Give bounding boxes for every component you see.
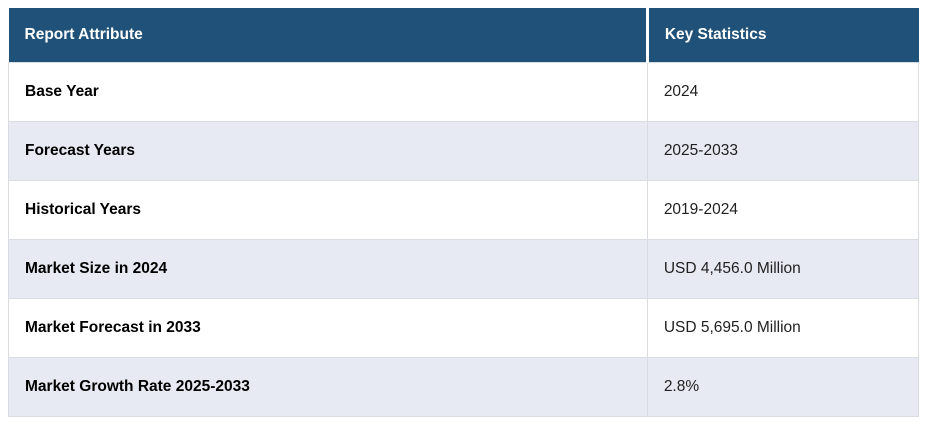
- value-cell-market-forecast: USD 5,695.0 Million: [646, 298, 920, 358]
- value-cell-base-year: 2024: [646, 62, 920, 122]
- table-row: Forecast Years 2025-2033: [8, 121, 920, 181]
- column-header-report-attribute: Report Attribute: [8, 8, 649, 63]
- table-row: Base Year 2024: [8, 62, 920, 122]
- table-row: Market Growth Rate 2025-2033 2.8%: [8, 357, 920, 417]
- attribute-cell-market-forecast: Market Forecast in 2033: [8, 298, 648, 358]
- attribute-cell-market-size: Market Size in 2024: [8, 239, 648, 299]
- column-header-key-statistics: Key Statistics: [647, 8, 919, 63]
- table-row: Market Size in 2024 USD 4,456.0 Million: [8, 239, 920, 299]
- attribute-cell-forecast-years: Forecast Years: [8, 121, 648, 181]
- value-cell-forecast-years: 2025-2033: [646, 121, 920, 181]
- value-cell-growth-rate: 2.8%: [646, 357, 920, 417]
- value-cell-market-size: USD 4,456.0 Million: [646, 239, 920, 299]
- header-row: Report Attribute Key Statistics: [8, 8, 919, 63]
- attribute-cell-base-year: Base Year: [8, 62, 648, 122]
- table-row: Market Forecast in 2033 USD 5,695.0 Mill…: [8, 298, 920, 358]
- table-row: Historical Years 2019-2024: [8, 180, 920, 240]
- attribute-cell-growth-rate: Market Growth Rate 2025-2033: [8, 357, 648, 417]
- attribute-cell-historical-years: Historical Years: [8, 180, 648, 240]
- value-cell-historical-years: 2019-2024: [646, 180, 920, 240]
- key-statistics-table: Report Attribute Key Statistics Base Yea…: [8, 8, 920, 417]
